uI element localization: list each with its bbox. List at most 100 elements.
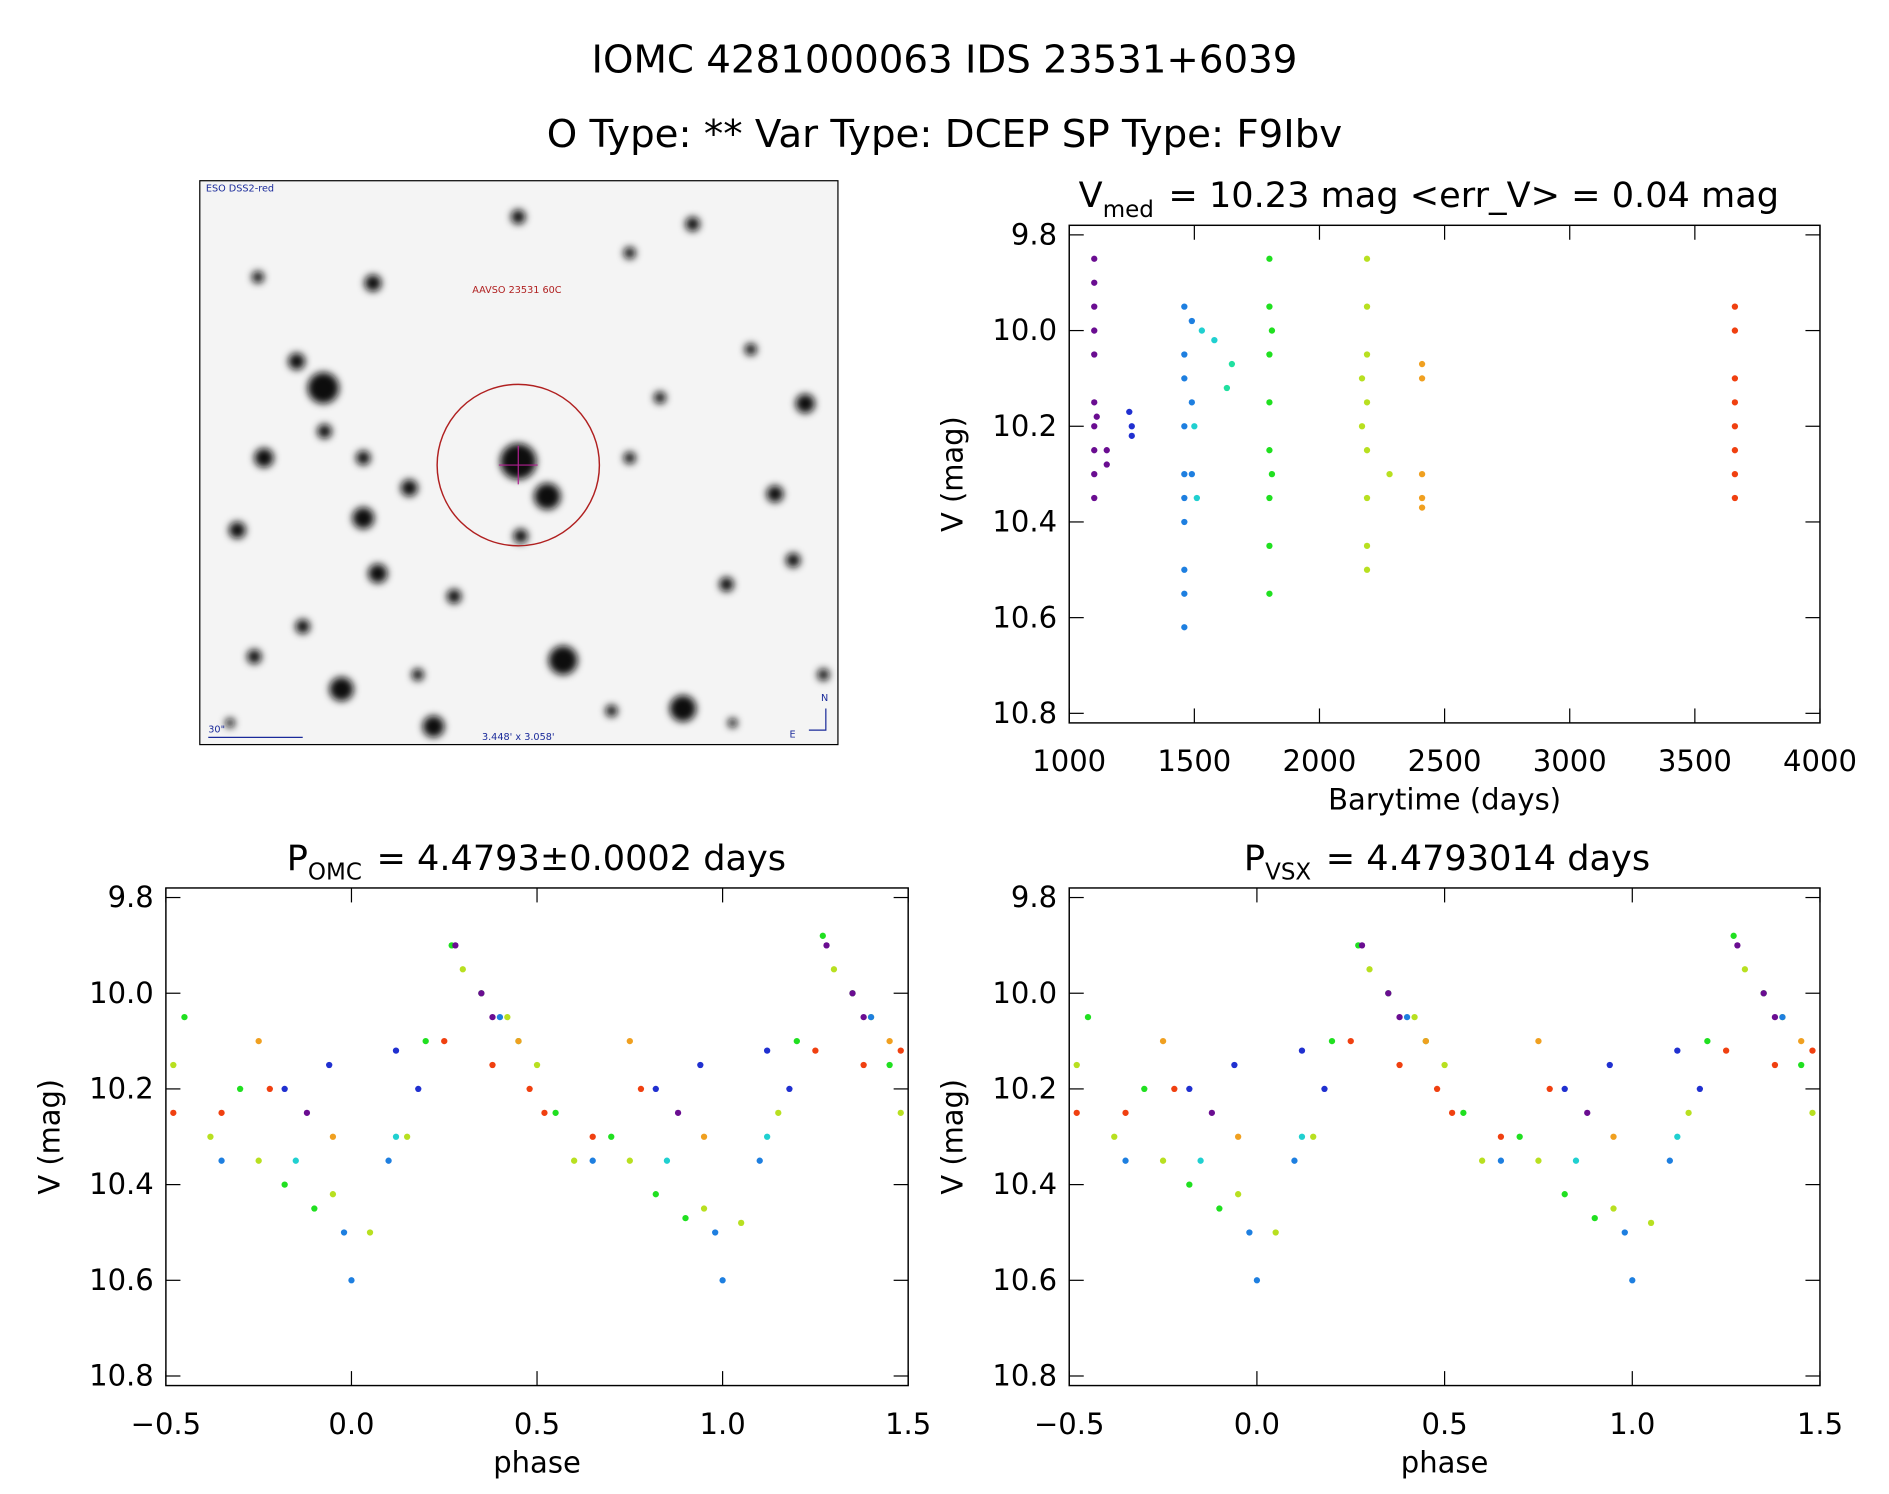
data-point xyxy=(392,1047,400,1054)
data-point xyxy=(329,1133,337,1140)
data-point xyxy=(1188,399,1195,406)
data-point xyxy=(1363,566,1371,573)
x-tick-label: 4000 xyxy=(1783,744,1857,778)
data-point xyxy=(1181,470,1188,478)
data-point xyxy=(1418,375,1426,382)
data-point xyxy=(1418,470,1426,478)
data-point xyxy=(823,942,830,949)
data-point xyxy=(712,1229,719,1236)
plot-title: Vmed = 10.23 mag <err_V> = 0.04 mag xyxy=(1079,175,1779,223)
data-point xyxy=(1091,470,1098,478)
data-point xyxy=(1103,447,1110,454)
data-point xyxy=(1448,1109,1456,1116)
data-point xyxy=(1606,1061,1613,1069)
plot-frame xyxy=(1068,887,1821,1387)
data-point xyxy=(1358,942,1366,949)
data-point xyxy=(1266,494,1273,502)
data-point xyxy=(1396,1061,1403,1069)
data-point xyxy=(1128,423,1135,430)
plot-title: PVSX = 4.4793014 days xyxy=(1244,838,1650,886)
data-point xyxy=(1091,327,1098,334)
image-label: E xyxy=(790,729,796,740)
data-point xyxy=(348,1277,355,1284)
data-point xyxy=(719,1277,726,1284)
data-point xyxy=(860,1014,867,1021)
data-point xyxy=(1122,1109,1129,1116)
data-point xyxy=(1266,303,1273,310)
data-point xyxy=(1310,1133,1317,1140)
data-point xyxy=(1666,1157,1673,1164)
data-point xyxy=(1730,932,1737,939)
data-point xyxy=(1546,1085,1553,1093)
data-point xyxy=(1363,542,1371,550)
data-point xyxy=(207,1133,214,1140)
y-tick-label: 9.8 xyxy=(1011,880,1057,914)
x-tick-label: 1.0 xyxy=(1609,1407,1655,1441)
y-tick-label: 9.8 xyxy=(108,880,154,914)
y-tick-label: 10.0 xyxy=(992,976,1057,1010)
data-point xyxy=(1584,1109,1591,1116)
data-point xyxy=(1572,1157,1580,1164)
data-point xyxy=(1266,351,1273,358)
x-tick-label: 0.0 xyxy=(328,1407,374,1441)
x-tick-label: 0.0 xyxy=(1234,1407,1280,1441)
data-point xyxy=(570,1157,578,1164)
data-point xyxy=(1181,423,1188,430)
title-subscript: med xyxy=(1103,197,1154,223)
data-point xyxy=(1181,590,1188,597)
x-tick-label: 1.5 xyxy=(1797,1407,1843,1441)
sky-image xyxy=(199,180,839,746)
y-tick-label: 10.8 xyxy=(992,696,1057,730)
data-point xyxy=(1084,1014,1092,1021)
data-point xyxy=(392,1133,400,1140)
data-point xyxy=(1731,327,1739,334)
y-tick-label: 10.2 xyxy=(992,409,1057,443)
data-point xyxy=(504,1014,511,1021)
x-tick-label: 1000 xyxy=(1032,744,1106,778)
data-point xyxy=(403,1133,411,1140)
data-point xyxy=(340,1229,348,1236)
data-point xyxy=(1181,518,1188,526)
data-point xyxy=(1198,327,1206,334)
y-tick-label: 10.0 xyxy=(89,976,154,1010)
data-point xyxy=(1266,399,1273,406)
y-tick-label: 9.8 xyxy=(1011,218,1057,252)
data-point xyxy=(1159,1037,1167,1045)
x-tick-label: 0.5 xyxy=(514,1407,560,1441)
data-point xyxy=(1411,1014,1418,1021)
data-point xyxy=(1685,1109,1692,1116)
data-point xyxy=(652,1191,659,1198)
data-point xyxy=(663,1157,671,1164)
y-tick-label: 10.4 xyxy=(89,1167,154,1201)
data-point xyxy=(1266,255,1273,262)
data-point xyxy=(1181,566,1188,573)
data-point xyxy=(441,1037,448,1045)
data-point xyxy=(1197,1157,1204,1164)
data-point xyxy=(674,1109,682,1116)
data-point xyxy=(1181,624,1188,631)
data-point xyxy=(1268,470,1276,478)
data-point xyxy=(886,1037,893,1045)
data-point xyxy=(812,1047,819,1054)
x-tick-label: 3500 xyxy=(1658,744,1732,778)
data-point xyxy=(266,1085,273,1093)
data-point xyxy=(1363,399,1371,406)
data-point xyxy=(700,1133,708,1140)
data-point xyxy=(1731,470,1739,478)
x-axis-label: phase xyxy=(1401,1445,1489,1479)
data-point xyxy=(1186,1181,1193,1188)
data-point xyxy=(1111,1133,1118,1140)
data-point xyxy=(526,1085,533,1093)
data-point xyxy=(1418,494,1426,502)
data-point xyxy=(1291,1157,1298,1164)
y-tick-label: 10.4 xyxy=(992,505,1057,539)
data-point xyxy=(1253,1277,1261,1284)
data-point xyxy=(1171,1085,1178,1093)
data-point xyxy=(1621,1229,1628,1236)
title-subscript: OMC xyxy=(308,860,362,886)
data-point xyxy=(1731,399,1739,406)
data-point xyxy=(1191,423,1198,430)
data-point xyxy=(849,990,856,997)
data-point xyxy=(1073,1061,1080,1069)
data-point xyxy=(218,1109,225,1116)
